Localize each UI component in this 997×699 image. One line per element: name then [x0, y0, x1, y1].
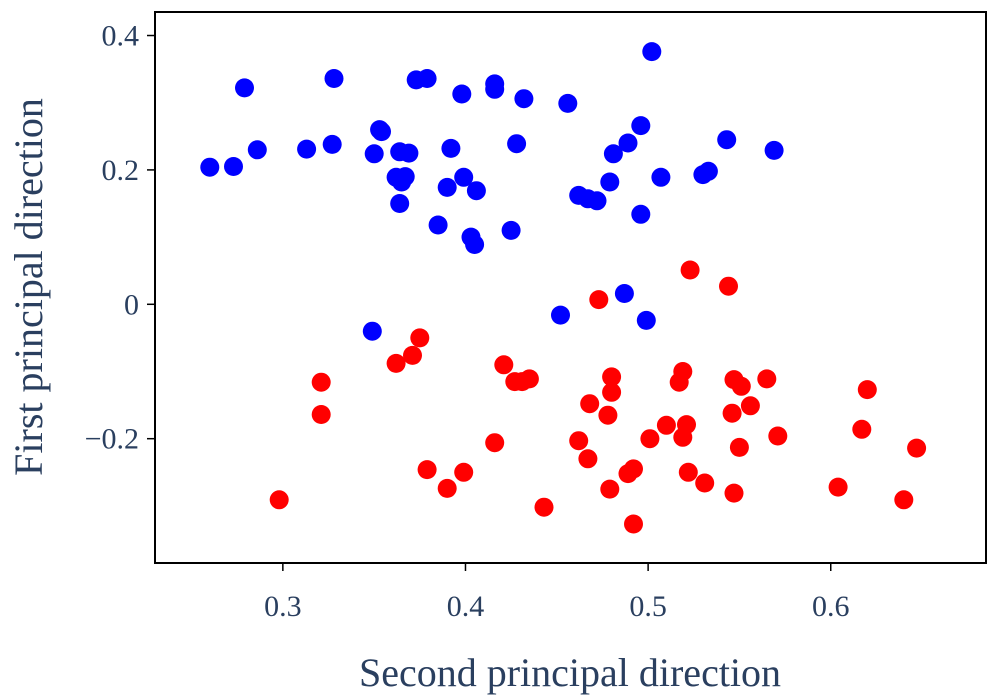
data-point [907, 438, 927, 458]
data-point [428, 215, 448, 235]
data-point [269, 490, 289, 510]
data-point [740, 396, 760, 416]
data-point [386, 353, 406, 373]
data-point [372, 122, 391, 142]
data-point [390, 194, 410, 213]
data-point [403, 345, 422, 365]
data-point [297, 139, 317, 159]
data-point [578, 449, 598, 469]
data-point [399, 143, 419, 163]
data-point [494, 355, 514, 375]
data-point [614, 284, 634, 303]
data-point [395, 167, 415, 187]
data-point [600, 172, 620, 192]
data-point [465, 235, 485, 254]
data-point [722, 403, 742, 423]
data-point [631, 116, 651, 136]
data-point [631, 204, 651, 224]
data-point [362, 321, 382, 341]
data-point [364, 144, 384, 164]
data-point [551, 305, 570, 325]
data-point [651, 167, 671, 187]
data-point [534, 497, 554, 517]
data-point [441, 138, 461, 158]
data-point [485, 433, 505, 453]
data-point [656, 415, 676, 435]
x-axis-title: Second principal direction [359, 650, 781, 695]
data-point [894, 490, 914, 510]
data-point [507, 134, 527, 154]
data-point [587, 191, 607, 211]
data-point [680, 260, 700, 280]
data-point [580, 394, 600, 414]
x-tick-label: 0.5 [629, 590, 667, 623]
y-tick-label: −0.2 [85, 423, 139, 456]
data-point [603, 144, 623, 164]
data-point [698, 161, 718, 181]
data-point [852, 419, 872, 439]
data-point [501, 220, 521, 240]
data-point [717, 130, 737, 150]
data-point [757, 369, 777, 389]
data-point [200, 157, 220, 177]
data-point [764, 140, 784, 160]
y-axis-title: First principal direction [6, 98, 51, 476]
data-point [731, 376, 751, 396]
data-point [311, 372, 331, 392]
x-tick-label: 0.4 [447, 590, 485, 623]
data-point [514, 89, 534, 109]
data-point [452, 84, 472, 104]
data-point [454, 462, 474, 482]
x-axis-ticks: 0.3 0.4 0.5 0.6 [264, 563, 850, 623]
data-point [437, 478, 457, 498]
data-point [519, 369, 539, 389]
data-point [322, 134, 342, 154]
y-tick-label: 0.4 [102, 20, 140, 53]
data-point [598, 405, 618, 425]
data-point [640, 429, 660, 449]
data-point [857, 380, 877, 400]
data-point [589, 290, 609, 310]
data-point [600, 479, 620, 499]
data-point [828, 477, 848, 497]
data-point [695, 473, 715, 493]
data-point [624, 459, 643, 479]
data-point [417, 69, 437, 88]
data-point [729, 437, 749, 457]
data-point [602, 382, 622, 402]
data-point [454, 167, 474, 187]
data-point [569, 431, 589, 451]
data-point [678, 462, 698, 482]
data-point [768, 426, 788, 446]
data-point [311, 405, 331, 424]
data-point [673, 362, 693, 381]
data-point [235, 78, 254, 98]
points-layer [200, 42, 927, 534]
data-point [636, 310, 656, 330]
data-point [618, 133, 638, 153]
data-point [485, 79, 505, 99]
y-axis-ticks: 0.4 0.2 0 −0.2 [85, 20, 155, 456]
data-point [719, 276, 738, 296]
data-point [466, 181, 486, 201]
data-point [624, 514, 643, 534]
data-point [602, 367, 622, 387]
data-point [247, 140, 267, 160]
data-point [437, 177, 457, 197]
y-tick-label: 0.2 [102, 154, 140, 187]
data-point [417, 460, 437, 480]
data-point [324, 69, 344, 88]
data-point [558, 93, 578, 113]
x-tick-label: 0.6 [812, 590, 850, 623]
data-point [724, 483, 744, 503]
x-tick-label: 0.3 [264, 590, 302, 623]
data-point [224, 157, 243, 176]
data-point [642, 42, 662, 62]
data-point [677, 415, 696, 435]
y-tick-label: 0 [124, 288, 139, 321]
data-point [410, 328, 430, 348]
